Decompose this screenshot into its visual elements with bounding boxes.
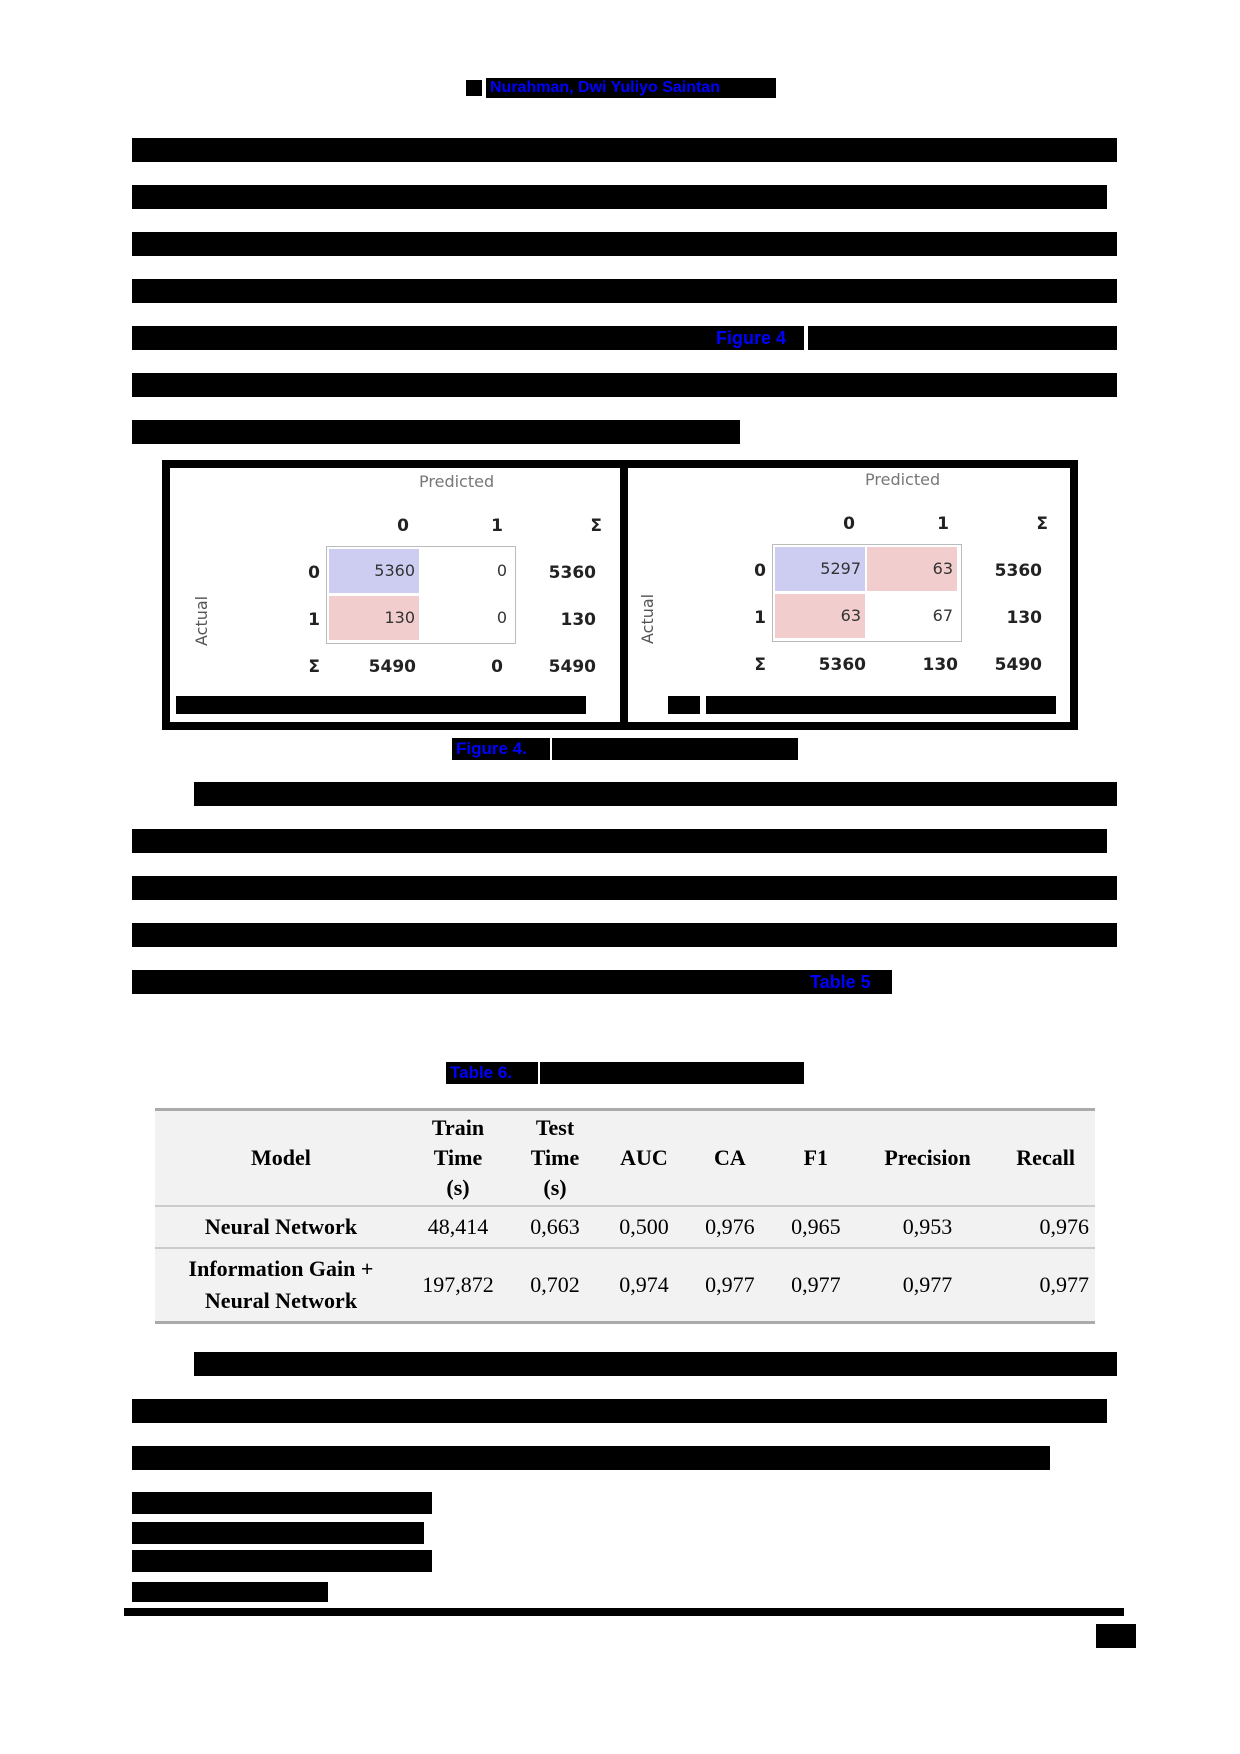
figure-4-link-inline[interactable]: Figure 4: [712, 326, 804, 350]
col-header-1: 1: [491, 516, 503, 536]
cell-tp: 67: [932, 606, 953, 625]
figure-caption-text-redacted: [552, 738, 798, 760]
row-header-1: 1: [308, 610, 320, 630]
cell-tn: 5297: [775, 547, 865, 591]
cell-precision: 0,977: [858, 1247, 997, 1323]
row-sum-0: 5360: [548, 563, 596, 583]
predicted-axis-label: Predicted: [865, 470, 941, 489]
results-table: Model Train Time (s) Test Time (s) AUC C…: [155, 1108, 1095, 1324]
cell-model: Information Gain + Neural Network: [155, 1247, 407, 1323]
cell-model: Neural Network: [155, 1205, 407, 1248]
row-header-0: 0: [754, 561, 766, 581]
cell-train-time: 197,872: [407, 1247, 509, 1323]
running-title-link[interactable]: Nurahman, Dwi Yuliyo Saintan: [486, 78, 776, 98]
cell-ca: 0,976: [686, 1205, 773, 1248]
row-header-sum: Σ: [754, 655, 766, 675]
row-sum-0: 5360: [994, 561, 1042, 581]
col-header-sum: Σ: [1036, 514, 1048, 534]
table-caption-text-redacted: [540, 1062, 804, 1084]
footer-rule: [124, 1608, 1124, 1616]
col-sum-0: 5490: [368, 657, 416, 677]
header-ca: CA: [714, 1145, 746, 1170]
cell-f1: 0,977: [772, 1247, 859, 1323]
header-recall: Recall: [1016, 1145, 1075, 1170]
cell-auc: 0,500: [601, 1205, 687, 1248]
grand-total: 5490: [994, 655, 1042, 675]
running-title: Nurahman, Dwi Yuliyo Saintan: [490, 79, 720, 96]
header-redaction-marker: [466, 80, 482, 96]
cell-auc: 0,974: [601, 1247, 687, 1323]
figure-4-caption-link[interactable]: Figure 4.: [452, 738, 550, 760]
cell-tn: 5360: [329, 549, 419, 593]
cell-ca: 0,977: [686, 1247, 773, 1323]
header-test-time: Test Time (s): [530, 1115, 580, 1200]
cell-fn: 130: [329, 596, 419, 640]
header-precision: Precision: [884, 1145, 971, 1170]
subcaption-a-redacted: [176, 696, 586, 714]
col-header-0: 0: [843, 514, 855, 534]
cell-tp: 0: [496, 608, 507, 627]
col-header-0: 0: [397, 516, 409, 536]
col-sum-1: 0: [491, 657, 503, 677]
cell-train-time: 48,414: [407, 1205, 509, 1248]
actual-axis-label: Actual: [638, 593, 657, 644]
cell-f1: 0,965: [772, 1205, 859, 1248]
cell-fp: 0: [496, 561, 507, 580]
actual-axis-label: Actual: [192, 595, 211, 646]
cell-test-time: 0,702: [509, 1247, 601, 1323]
predicted-axis-label: Predicted: [419, 472, 495, 491]
header-model: Model: [251, 1145, 311, 1170]
grand-total: 5490: [548, 657, 596, 677]
col-sum-1: 130: [922, 655, 959, 675]
col-header-1: 1: [937, 514, 949, 534]
confusion-matrix-a: Predicted Actual 0 1 Σ 0 1 Σ 5360 0 130 …: [176, 470, 606, 710]
confusion-matrix-b: Predicted Actual 0 1 Σ 0 1 Σ 5297 63 63 …: [630, 470, 1060, 710]
figure-divider: [620, 460, 628, 730]
table-row: Information Gain + Neural Network 197,87…: [155, 1247, 1095, 1323]
table-6-caption-link[interactable]: Table 6.: [446, 1062, 538, 1084]
cell-precision: 0,953: [858, 1205, 997, 1248]
cell-recall: 0,977: [996, 1247, 1095, 1323]
table-row: Neural Network 48,414 0,663 0,500 0,976 …: [155, 1205, 1095, 1248]
subcaption-b-redacted: [706, 696, 1056, 714]
row-header-sum: Σ: [308, 657, 320, 677]
cell-test-time: 0,663: [509, 1205, 601, 1248]
subcaption-b-label-redacted: [668, 696, 700, 714]
col-header-sum: Σ: [590, 516, 602, 536]
cell-fn: 63: [775, 594, 865, 638]
row-header-0: 0: [308, 563, 320, 583]
page-number-redacted: [1096, 1624, 1136, 1648]
cell-fp: 63: [867, 547, 957, 591]
header-auc: AUC: [620, 1145, 668, 1170]
row-sum-1: 130: [560, 610, 597, 630]
table-5-link-inline[interactable]: Table 5: [806, 970, 892, 994]
table-header-row: Model Train Time (s) Test Time (s) AUC C…: [155, 1110, 1095, 1207]
col-sum-0: 5360: [818, 655, 866, 675]
header-f1: F1: [803, 1145, 829, 1170]
row-header-1: 1: [754, 608, 766, 628]
row-sum-1: 130: [1006, 608, 1043, 628]
cell-recall: 0,976: [996, 1205, 1095, 1248]
header-train-time: Train Time (s): [431, 1115, 485, 1200]
